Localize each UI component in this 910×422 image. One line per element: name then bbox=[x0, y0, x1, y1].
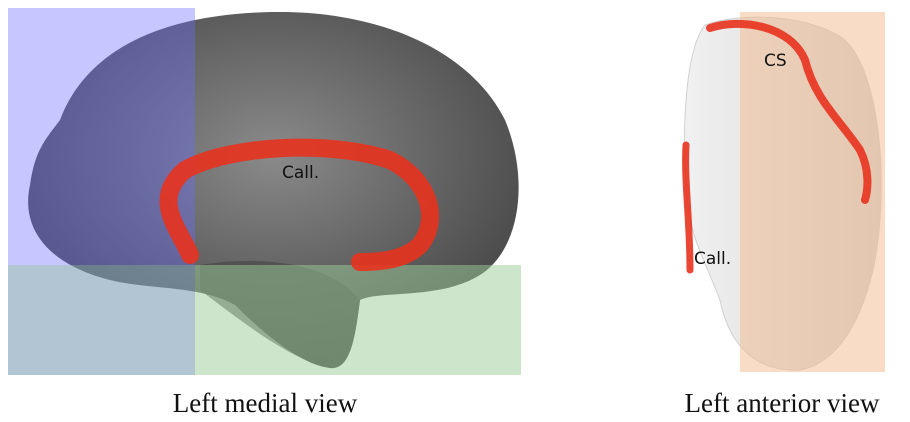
cs-tract bbox=[706, 19, 872, 204]
caption: Left anterior view bbox=[685, 388, 880, 418]
temporal-region bbox=[195, 265, 521, 375]
tract-label: Call. bbox=[694, 249, 731, 269]
callosum-tract bbox=[159, 138, 439, 271]
lower-frontal-region bbox=[8, 265, 195, 375]
tract-label: CS bbox=[764, 51, 787, 71]
caption: Left medial view bbox=[173, 388, 358, 418]
call-tract bbox=[682, 141, 694, 274]
medial-panel: Call. Left medial view bbox=[8, 8, 521, 418]
anterior-panel: CS Call. Left anterior view bbox=[682, 12, 885, 418]
tract-label: Call. bbox=[282, 163, 319, 183]
